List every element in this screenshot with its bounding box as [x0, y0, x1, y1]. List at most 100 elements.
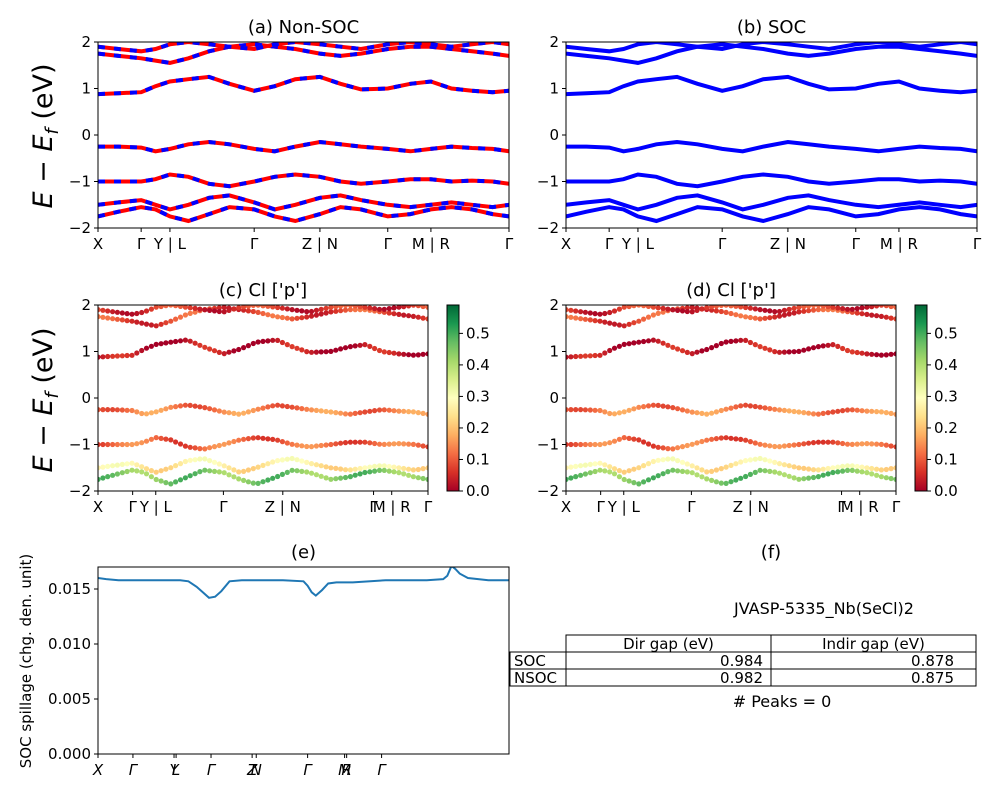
- band-point: [143, 466, 150, 472]
- band-point: [173, 463, 179, 469]
- band-point: [396, 465, 402, 471]
- band-point: [294, 307, 300, 313]
- band-point: [801, 476, 807, 482]
- band-point: [650, 305, 656, 310]
- x-tick-label: Z | N: [265, 498, 301, 516]
- band-point: [241, 345, 247, 351]
- band-point: [381, 306, 387, 312]
- band-point: [139, 309, 145, 316]
- band-point: [616, 410, 623, 416]
- band-point: [241, 468, 247, 474]
- x-tick-label: Γ: [505, 235, 514, 253]
- band-line: [98, 42, 509, 54]
- band-point: [260, 310, 266, 317]
- band-point: [391, 469, 397, 475]
- band-point: [352, 466, 358, 472]
- band-point: [854, 310, 860, 316]
- x-tick-label: L: [172, 761, 180, 779]
- band-point: [221, 463, 227, 469]
- band-point: [323, 442, 329, 448]
- band-point: [372, 463, 378, 469]
- band-point: [796, 305, 802, 310]
- band-point: [641, 439, 647, 445]
- y-tick-label: 0: [549, 389, 559, 407]
- band-point: [299, 315, 305, 321]
- band-point: [815, 305, 821, 308]
- band-point: [772, 459, 778, 465]
- band-point: [168, 437, 174, 443]
- band-point: [347, 307, 353, 313]
- band-point: [347, 411, 353, 417]
- band-point: [357, 439, 363, 445]
- band-point: [752, 440, 758, 446]
- band-point: [825, 410, 831, 416]
- band-point: [578, 441, 584, 448]
- band-point: [308, 349, 315, 355]
- band-point: [308, 470, 315, 476]
- band-point: [859, 305, 865, 311]
- band-point: [738, 436, 744, 442]
- band-point: [893, 305, 896, 310]
- band-point: [347, 467, 353, 473]
- band-point: [410, 409, 416, 415]
- band-point: [878, 474, 885, 480]
- band-point: [631, 406, 637, 412]
- band-point: [611, 345, 618, 351]
- band-point: [786, 473, 792, 479]
- band-point: [582, 353, 589, 359]
- band-point: [187, 473, 193, 479]
- band-point: [139, 469, 145, 475]
- band-point: [143, 471, 150, 477]
- band-point: [830, 439, 836, 445]
- band-point: [636, 318, 642, 324]
- band-line-dash: [98, 74, 509, 97]
- band-point: [587, 310, 593, 316]
- band-point: [187, 402, 193, 408]
- band-point: [279, 471, 285, 477]
- band-point: [568, 475, 574, 481]
- band-point: [323, 475, 329, 481]
- band-point: [869, 351, 875, 357]
- band-point: [743, 473, 749, 480]
- band-point: [733, 477, 739, 483]
- band-point: [772, 469, 778, 475]
- band-point: [806, 410, 812, 416]
- band-point: [830, 469, 836, 476]
- band-point: [250, 305, 256, 308]
- band-point: [631, 340, 637, 346]
- band-point: [328, 409, 334, 415]
- band-point: [689, 441, 695, 447]
- band-point: [684, 305, 690, 311]
- band-point: [573, 308, 579, 314]
- band-point: [626, 305, 632, 310]
- band-point: [801, 441, 807, 447]
- band-point: [566, 476, 569, 482]
- band-point: [250, 480, 256, 486]
- band-point: [684, 349, 690, 355]
- band-point: [592, 311, 598, 317]
- band-point: [265, 461, 271, 467]
- band-point: [636, 481, 642, 487]
- band-point: [406, 466, 412, 472]
- band-point: [134, 441, 140, 447]
- band-point: [110, 309, 116, 315]
- band-point: [645, 305, 652, 309]
- band-point: [158, 468, 164, 474]
- band-point: [597, 318, 603, 324]
- band-point: [173, 439, 179, 445]
- band-point: [747, 403, 754, 409]
- band-point: [245, 308, 251, 314]
- band-point: [815, 307, 822, 313]
- band-point: [776, 444, 783, 450]
- band-point: [245, 479, 251, 485]
- band-point: [415, 475, 421, 481]
- band-point: [849, 467, 855, 473]
- band-point: [747, 339, 754, 346]
- band-point: [641, 404, 647, 410]
- band-point: [153, 323, 159, 329]
- band-point: [801, 308, 807, 314]
- band-point: [728, 338, 734, 344]
- band-point: [806, 346, 812, 352]
- band-point: [767, 308, 773, 314]
- band-point: [650, 402, 657, 408]
